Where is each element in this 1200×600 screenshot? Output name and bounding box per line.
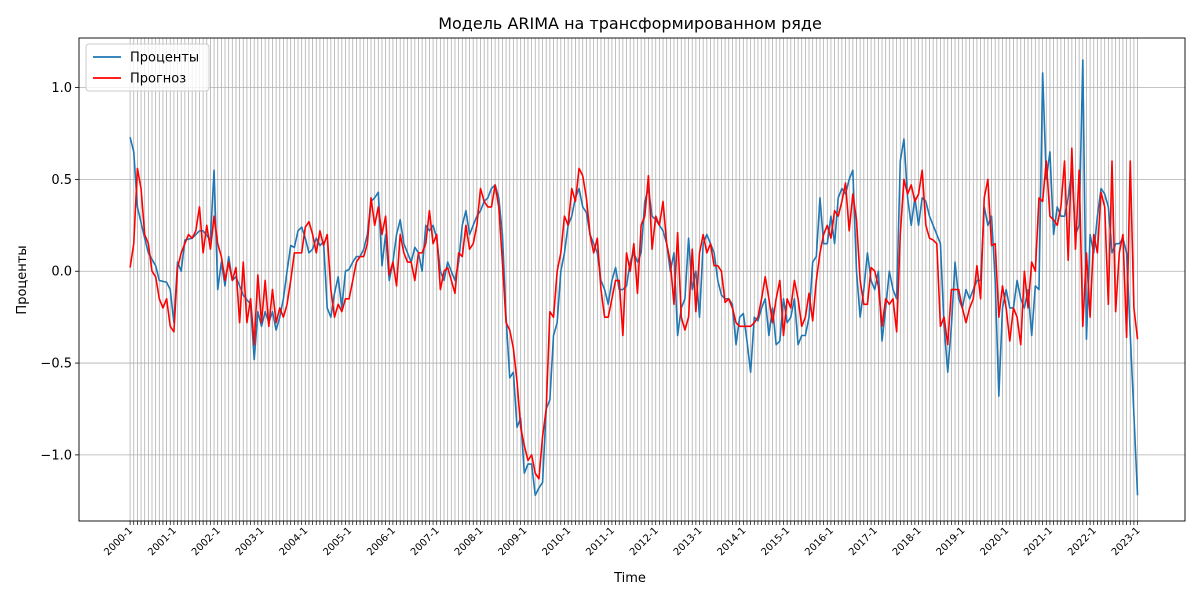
- x-axis-label: Time: [613, 571, 646, 586]
- y-tick-label: 1.0: [51, 81, 72, 96]
- y-tick-label: 0.5: [51, 173, 72, 188]
- legend-box: [85, 43, 210, 92]
- chart-title: Модель ARIMA на трансформированном ряде: [438, 14, 822, 33]
- legend-label: Проценты: [130, 51, 199, 66]
- y-tick-label: 0.0: [51, 265, 72, 280]
- y-tick-label: −1.0: [40, 448, 72, 463]
- legend: Проценты Прогноз: [85, 43, 210, 92]
- series-line-forecast: [129, 147, 1139, 480]
- axes-frame: [78, 37, 1186, 522]
- y-tick-label: −0.5: [40, 357, 72, 372]
- y-axis-label: Проценты: [15, 245, 30, 314]
- legend-label: Прогноз: [130, 72, 186, 87]
